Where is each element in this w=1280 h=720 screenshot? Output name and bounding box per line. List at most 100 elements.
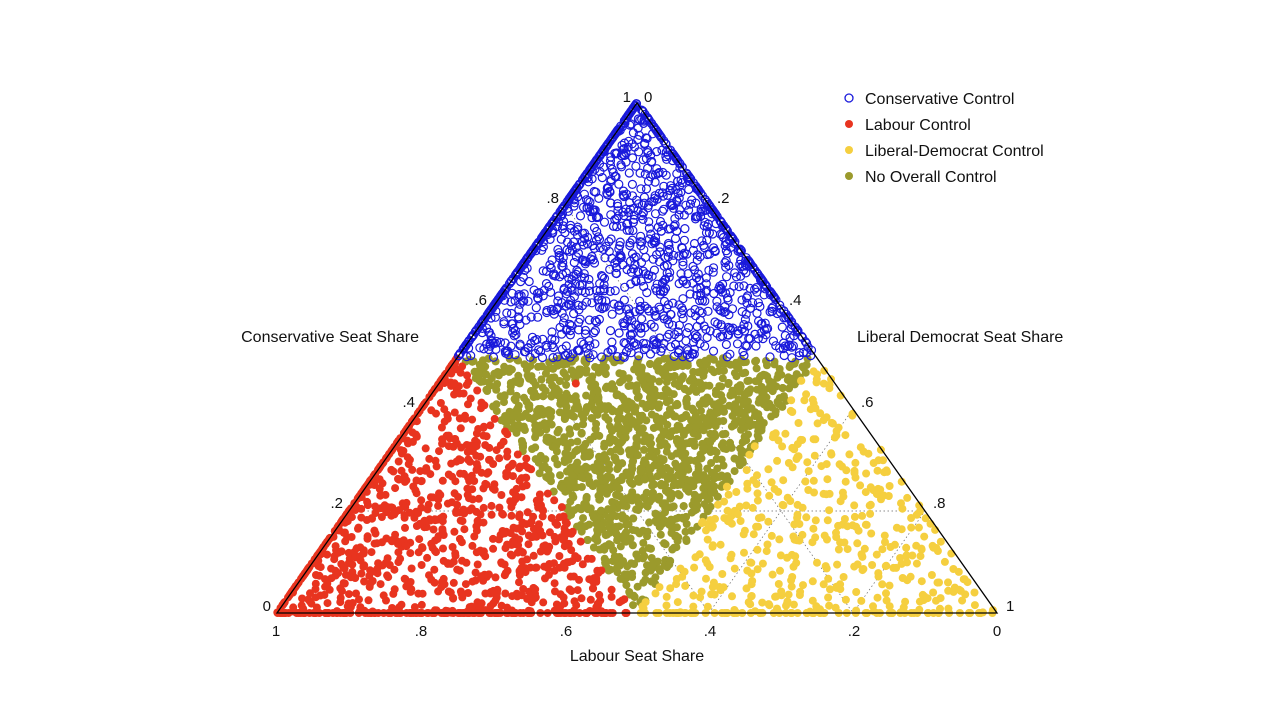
point-3	[726, 438, 734, 447]
legend-label-labour: Labour Control	[865, 117, 971, 134]
point-2	[748, 577, 757, 585]
point-1	[455, 534, 464, 543]
point-3	[633, 451, 642, 460]
point-3	[753, 385, 762, 394]
point-1	[401, 523, 409, 532]
point-3	[567, 366, 576, 375]
point-1	[420, 516, 429, 525]
point-1	[481, 441, 490, 450]
point-3	[542, 425, 551, 434]
point-2	[838, 488, 847, 497]
point-0	[524, 276, 534, 287]
point-2	[819, 416, 828, 425]
point-1	[489, 586, 498, 595]
point-2	[822, 460, 831, 469]
point-1	[397, 466, 406, 475]
point-1	[489, 460, 498, 468]
point-2	[832, 427, 841, 435]
point-0	[614, 305, 625, 315]
point-0	[466, 351, 476, 361]
point-1	[559, 593, 568, 602]
point-1	[488, 484, 497, 493]
point-1	[507, 461, 516, 470]
point-2	[929, 588, 938, 597]
point-3	[689, 482, 698, 491]
point-2	[907, 523, 916, 532]
point-2	[944, 578, 952, 587]
point-2	[702, 526, 710, 535]
point-1	[371, 529, 380, 538]
point-0	[541, 266, 552, 276]
point-0	[780, 330, 790, 341]
point-1	[450, 435, 459, 443]
point-0	[666, 342, 676, 352]
point-2	[903, 493, 912, 502]
point-3	[501, 412, 510, 421]
point-3	[690, 441, 699, 450]
point-3	[632, 385, 641, 394]
point-3	[639, 493, 648, 502]
point-1	[464, 377, 473, 386]
point-2	[827, 418, 836, 427]
point-1	[459, 505, 468, 514]
point-2	[808, 577, 817, 586]
point-3	[496, 392, 505, 401]
point-3	[737, 417, 746, 426]
point-1	[414, 509, 423, 517]
point-2	[754, 514, 763, 523]
point-0	[547, 255, 557, 265]
point-3	[635, 428, 644, 437]
point-3	[718, 374, 727, 383]
point-2	[848, 409, 857, 418]
point-3	[573, 446, 582, 454]
point-1	[527, 465, 536, 474]
point-3	[642, 384, 650, 393]
point-0	[538, 266, 548, 276]
point-1	[426, 493, 435, 502]
point-3	[531, 421, 540, 430]
point-3	[564, 455, 573, 464]
point-3	[629, 601, 637, 610]
point-3	[555, 377, 564, 386]
point-1	[397, 600, 406, 609]
point-0	[733, 326, 743, 336]
point-2	[743, 484, 752, 493]
point-2	[765, 491, 774, 500]
point-3	[599, 362, 608, 371]
point-2	[917, 544, 926, 553]
point-3	[553, 460, 562, 469]
point-2	[810, 488, 818, 497]
point-2	[933, 578, 942, 587]
point-1	[430, 565, 439, 574]
point-3	[666, 467, 675, 476]
point-1	[512, 524, 521, 533]
point-1	[477, 398, 486, 407]
point-3	[730, 467, 739, 476]
point-2	[793, 500, 802, 509]
point-2	[892, 523, 901, 532]
point-3	[714, 366, 723, 375]
point-3	[650, 393, 659, 402]
point-3	[623, 405, 632, 414]
point-1	[620, 595, 629, 604]
point-1	[341, 570, 350, 579]
point-3	[744, 404, 753, 413]
point-1	[466, 457, 474, 466]
point-3	[670, 372, 679, 381]
point-3	[689, 429, 698, 438]
point-0	[645, 349, 656, 359]
point-3	[514, 406, 523, 415]
point-3	[633, 393, 642, 402]
point-1	[494, 535, 503, 544]
point-2	[750, 442, 759, 451]
point-0	[747, 298, 758, 308]
point-1	[571, 379, 580, 388]
point-3	[678, 413, 687, 422]
point-3	[482, 385, 491, 394]
point-0	[649, 265, 660, 275]
point-3	[597, 521, 606, 530]
point-0	[557, 329, 567, 339]
point-1	[515, 464, 524, 473]
point-2	[720, 497, 729, 506]
point-1	[447, 459, 456, 468]
